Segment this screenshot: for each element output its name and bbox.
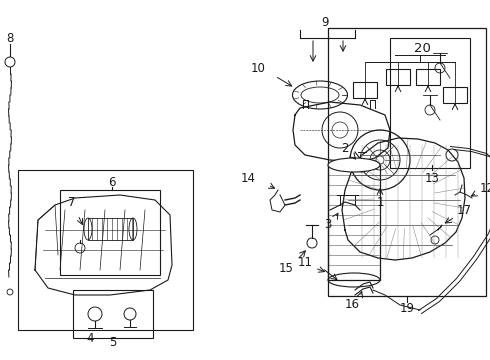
Text: 9: 9 — [321, 17, 329, 30]
Bar — [353, 82, 377, 98]
Text: 5: 5 — [109, 336, 117, 348]
Bar — [416, 69, 440, 85]
Text: 8: 8 — [6, 31, 14, 45]
Bar — [60, 190, 160, 275]
Bar — [443, 87, 467, 103]
Text: 19: 19 — [399, 302, 415, 315]
Text: 17: 17 — [457, 203, 471, 216]
Bar — [328, 165, 380, 280]
Text: 10: 10 — [250, 62, 266, 75]
Text: 14: 14 — [241, 171, 255, 184]
Bar — [88, 218, 133, 240]
Text: 11: 11 — [297, 256, 313, 269]
Bar — [73, 290, 153, 338]
Bar — [390, 38, 470, 168]
Text: 4: 4 — [86, 332, 94, 345]
Text: 12: 12 — [480, 181, 490, 194]
Text: 15: 15 — [278, 261, 294, 274]
Text: 13: 13 — [424, 171, 440, 184]
Bar — [18, 170, 193, 330]
Ellipse shape — [328, 158, 380, 172]
Bar — [328, 28, 486, 296]
Text: 20: 20 — [414, 41, 430, 54]
Text: 2: 2 — [341, 141, 349, 154]
Text: 16: 16 — [344, 298, 360, 311]
Text: 1: 1 — [376, 195, 384, 208]
Text: 3: 3 — [324, 219, 332, 231]
Bar — [386, 69, 410, 85]
Text: 6: 6 — [108, 176, 116, 189]
Text: 7: 7 — [68, 195, 76, 208]
